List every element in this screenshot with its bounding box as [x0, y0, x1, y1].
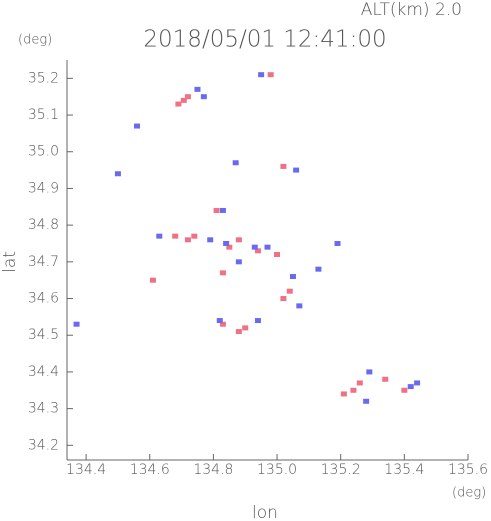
echo-point — [200, 94, 207, 100]
chart-title: 2018/05/01 12:41:00 — [143, 27, 386, 53]
x-tick-label: 135.2 — [321, 462, 361, 478]
echo-point — [207, 237, 214, 243]
echo-point — [73, 321, 80, 327]
y-tick-label: 34.3 — [28, 401, 59, 417]
echo-point — [219, 207, 226, 213]
echo-point — [363, 398, 370, 404]
echo-point — [114, 171, 121, 177]
x-tick-label: 135.0 — [257, 462, 297, 478]
echo-point — [216, 318, 223, 324]
echo-point — [274, 251, 281, 257]
echo-point — [219, 321, 226, 327]
echo-point — [219, 270, 226, 276]
echo-point — [286, 288, 293, 294]
x-tick-label: 134.4 — [66, 462, 106, 478]
echo-point — [213, 207, 220, 213]
echo-point — [407, 384, 414, 390]
y-tick-label: 34.5 — [28, 327, 59, 343]
x-axis-label: lon — [252, 503, 278, 521]
echo-point — [356, 380, 363, 386]
echo-point — [258, 72, 265, 78]
echo-point — [401, 387, 408, 393]
y-tick-label: 34.7 — [28, 254, 59, 270]
echo-point — [251, 244, 258, 250]
echo-point — [235, 237, 242, 243]
echo-point — [315, 266, 322, 272]
y-tick-label: 34.9 — [28, 180, 59, 196]
echo-point — [334, 240, 341, 246]
echo-point — [149, 277, 156, 283]
echo-point — [134, 123, 141, 129]
echo-point — [184, 94, 191, 100]
echo-point — [194, 86, 201, 92]
echo-point — [293, 167, 300, 173]
y-tick-label: 35.1 — [28, 107, 59, 123]
echo-point — [226, 244, 233, 250]
echo-point — [280, 296, 287, 302]
subtitle: ALT(km) 2.0 — [361, 0, 462, 20]
echo-point — [223, 240, 230, 246]
y-tick-label: 34.8 — [28, 217, 59, 233]
y-tick-label: 35.0 — [28, 144, 59, 160]
y-tick-label: 34.4 — [28, 364, 59, 380]
echo-point — [156, 233, 163, 239]
echo-point — [242, 325, 249, 331]
echo-point — [180, 97, 187, 103]
echo-point — [175, 101, 182, 107]
echo-point — [254, 248, 261, 254]
echo-point — [280, 163, 287, 169]
x-unit: (deg) — [452, 486, 486, 501]
echo-point — [172, 233, 179, 239]
x-tick-label: 135.6 — [448, 462, 488, 478]
x-tick-label: 134.6 — [130, 462, 170, 478]
echo-point — [414, 380, 421, 386]
echo-point — [366, 369, 373, 375]
echo-point — [254, 318, 261, 324]
echo-point — [296, 303, 303, 309]
y-axis-label: lat — [0, 251, 20, 273]
echo-point — [235, 259, 242, 265]
echo-point — [235, 329, 242, 335]
y-unit: (deg) — [18, 33, 52, 48]
echo-point — [350, 387, 357, 393]
x-tick-label: 134.8 — [193, 462, 233, 478]
echo-point — [184, 237, 191, 243]
echo-point — [289, 274, 296, 280]
y-tick-label: 34.6 — [28, 291, 59, 307]
echo-point — [382, 376, 389, 382]
y-tick-label: 34.2 — [28, 437, 59, 453]
echo-point — [191, 233, 198, 239]
echo-point — [340, 391, 347, 397]
y-tick-label: 35.2 — [28, 70, 59, 86]
echo-point — [264, 244, 271, 250]
echo-point — [232, 160, 239, 166]
x-tick-label: 135.4 — [384, 462, 424, 478]
echo-point — [267, 72, 274, 78]
